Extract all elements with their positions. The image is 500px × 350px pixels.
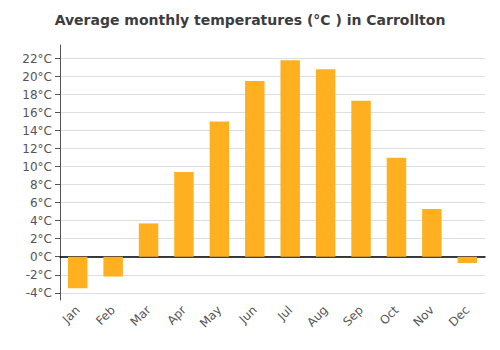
svg-text:Sep: Sep [340,303,366,329]
svg-text:Oct: Oct [377,303,402,328]
svg-text:Dec: Dec [446,303,472,329]
svg-text:18°C: 18°C [22,88,52,102]
svg-text:-4°C: -4°C [26,286,52,300]
svg-text:Nov: Nov [410,303,436,329]
svg-text:14°C: 14°C [22,124,52,138]
svg-text:8°C: 8°C [30,178,52,192]
svg-text:Apr: Apr [164,303,189,328]
svg-text:Feb: Feb [93,303,118,328]
svg-text:12°C: 12°C [22,142,52,156]
svg-text:0°C: 0°C [30,250,52,264]
svg-text:10°C: 10°C [22,160,52,174]
svg-text:Average monthly temperatures (: Average monthly temperatures (°C ) in Ca… [55,12,446,28]
svg-text:22°C: 22°C [22,52,52,66]
svg-text:Jun: Jun [236,303,260,327]
svg-text:May: May [197,303,224,330]
svg-text:2°C: 2°C [30,232,52,246]
svg-text:Aug: Aug [304,303,330,329]
svg-text:-2°C: -2°C [26,268,52,282]
svg-text:4°C: 4°C [30,214,52,228]
svg-text:Jul: Jul [274,303,295,324]
svg-text:Jan: Jan [59,303,83,327]
svg-text:Mar: Mar [128,303,154,329]
svg-text:16°C: 16°C [22,106,52,120]
svg-text:20°C: 20°C [22,70,52,84]
svg-text:6°C: 6°C [30,196,52,210]
